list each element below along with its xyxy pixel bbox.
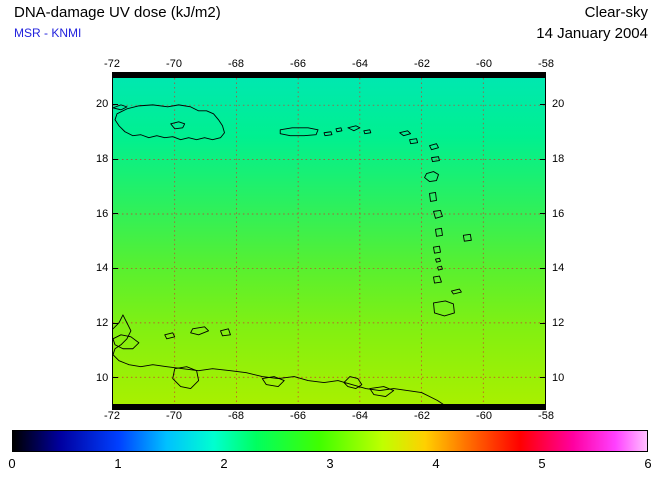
x-tick-label-top: -68 [228,58,244,70]
colorbar-tick-label: 2 [220,456,228,471]
x-tick-label-bottom: -64 [352,410,368,422]
sky-condition-label: Clear-sky [584,4,648,21]
source-label: MSR - KNMI [14,26,82,40]
x-tick-label-bottom: -62 [414,410,430,422]
y-tick-label-right: 14 [552,262,565,275]
y-tickmark [113,377,118,379]
y-tick-label-left: 10 [96,371,109,384]
x-tick-label-top: -70 [166,58,182,70]
coastlines [113,104,472,404]
y-tickmark [540,322,545,324]
y-tick-label-right: 18 [552,153,565,165]
y-tick-label-right: 16 [552,207,565,220]
colorbar [12,430,648,452]
y-tick-label-left: 18 [96,153,109,165]
y-tickmark [113,158,118,160]
x-tick-label-bottom: -70 [166,410,182,422]
colorbar-tick-label: 0 [8,456,16,471]
y-tickmark [540,213,545,215]
y-tickmark [540,158,545,160]
colorbar-tick-label: 4 [432,456,440,471]
colorbar-tick-label: 3 [326,456,334,471]
y-tickmark [113,103,118,105]
map-frame-top-bar [112,72,546,77]
x-tick-label-top: -62 [414,58,430,70]
page-title: DNA-damage UV dose (kJ/m2) [14,4,221,21]
y-tickmark [540,377,545,379]
x-tick-label-bottom: -66 [290,410,306,422]
y-tickmark [540,267,545,269]
x-tick-label-bottom: -58 [538,410,554,422]
x-tick-label-top: -58 [538,58,554,70]
y-tick-label-right: 12 [552,317,565,329]
map-gridlines [113,78,545,404]
y-tick-label-left: 14 [96,262,109,275]
x-tick-label-top: -66 [290,58,306,70]
y-tick-label-left: 16 [96,207,109,220]
x-tick-label-bottom: -68 [228,410,244,422]
colorbar-gradient [13,431,647,451]
colorbar-tick-label: 6 [644,456,652,471]
y-tick-label-right: 20 [552,98,565,111]
y-tickmark [540,103,545,105]
colorbar-tick-label: 1 [114,456,122,471]
uv-dose-map [112,77,546,405]
y-tickmark [113,213,118,215]
x-tick-label-top: -60 [476,58,492,70]
date-label: 14 January 2004 [536,25,648,42]
y-tickmark [113,322,118,324]
x-tick-label-top: -64 [352,58,368,70]
y-tickmark [113,267,118,269]
x-tick-label-top: -72 [104,58,120,70]
y-tick-label-left: 20 [96,98,109,111]
map-frame-bottom-bar [112,405,546,410]
colorbar-tick-label: 5 [538,456,546,471]
x-tick-label-bottom: -72 [104,410,120,422]
y-tick-label-right: 10 [552,371,565,384]
x-tick-label-bottom: -60 [476,410,492,422]
y-tick-label-left: 12 [96,317,109,329]
